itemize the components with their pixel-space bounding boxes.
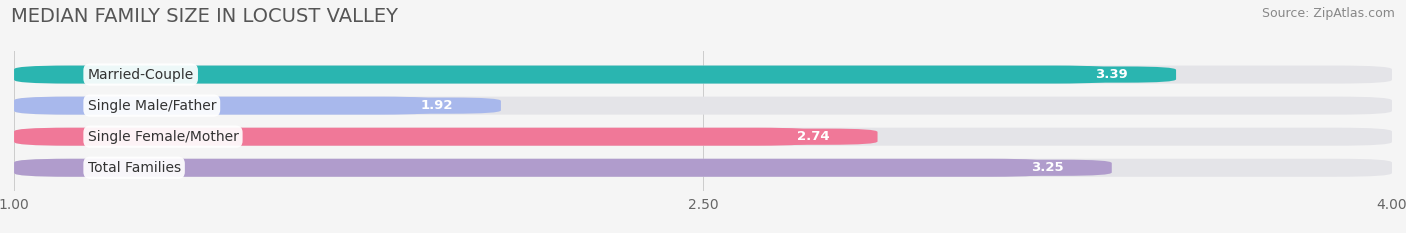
FancyBboxPatch shape	[749, 129, 877, 145]
Text: 1.92: 1.92	[420, 99, 453, 112]
Text: Married-Couple: Married-Couple	[87, 68, 194, 82]
FancyBboxPatch shape	[14, 159, 1392, 177]
FancyBboxPatch shape	[14, 128, 1392, 146]
Text: Total Families: Total Families	[87, 161, 181, 175]
FancyBboxPatch shape	[14, 65, 1112, 84]
FancyBboxPatch shape	[373, 98, 501, 114]
Text: Single Male/Father: Single Male/Father	[87, 99, 217, 113]
FancyBboxPatch shape	[14, 97, 1392, 115]
Text: MEDIAN FAMILY SIZE IN LOCUST VALLEY: MEDIAN FAMILY SIZE IN LOCUST VALLEY	[11, 7, 398, 26]
FancyBboxPatch shape	[14, 97, 437, 115]
Text: Single Female/Mother: Single Female/Mother	[87, 130, 239, 144]
Text: 3.25: 3.25	[1031, 161, 1064, 174]
FancyBboxPatch shape	[14, 159, 1047, 177]
Text: 3.39: 3.39	[1095, 68, 1128, 81]
Text: Source: ZipAtlas.com: Source: ZipAtlas.com	[1261, 7, 1395, 20]
FancyBboxPatch shape	[14, 65, 1392, 84]
Text: 2.74: 2.74	[797, 130, 830, 143]
FancyBboxPatch shape	[983, 160, 1112, 176]
FancyBboxPatch shape	[14, 128, 813, 146]
FancyBboxPatch shape	[1047, 66, 1175, 83]
